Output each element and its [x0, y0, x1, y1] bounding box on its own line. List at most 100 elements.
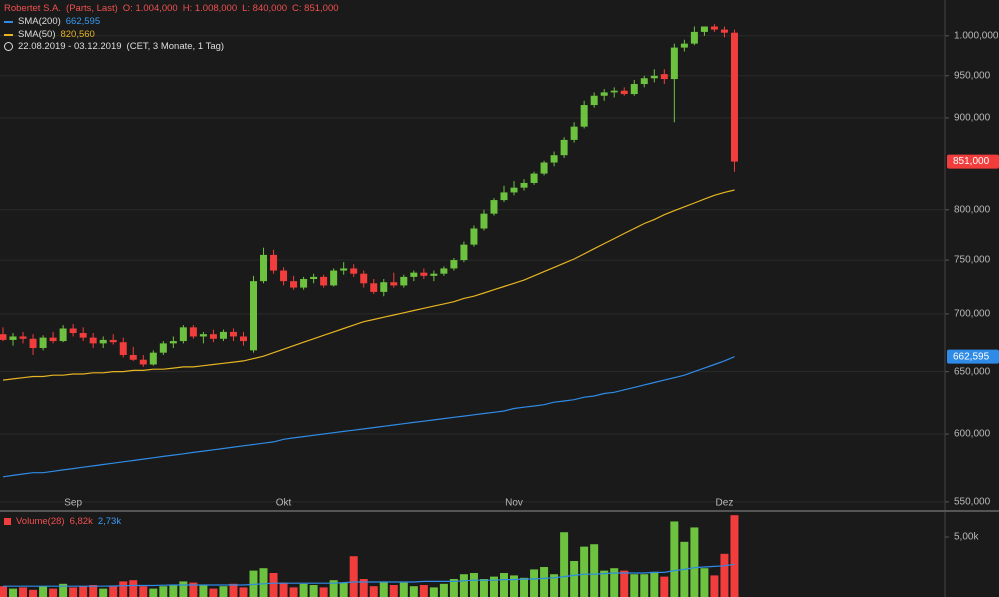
volume-bar	[179, 581, 188, 597]
volume-bar	[379, 581, 388, 597]
volume-bar	[349, 556, 358, 597]
volume-bar	[479, 579, 488, 597]
volume-bar	[439, 583, 448, 597]
candle-body	[229, 331, 237, 337]
y-tick-label: 950,000	[954, 70, 991, 81]
volume-bar	[469, 573, 478, 597]
volume-bar	[139, 586, 148, 597]
candle-body	[209, 334, 217, 339]
candle-body	[119, 342, 127, 356]
volume-bar	[39, 586, 48, 597]
legend-value: 662,595	[65, 16, 101, 27]
candle-body	[69, 328, 77, 334]
candle-body	[730, 32, 738, 162]
price-tag-label: 851,000	[953, 156, 990, 167]
volume-bar	[399, 582, 408, 597]
volume-bar	[329, 580, 338, 597]
x-tick-label: Nov	[505, 498, 523, 509]
volume-bar	[339, 582, 348, 597]
volume-bar	[109, 586, 118, 597]
candle-body	[79, 333, 87, 338]
candle-body	[560, 139, 568, 156]
candle-body	[169, 341, 177, 344]
candle-body	[500, 192, 508, 201]
volume-bar	[29, 589, 38, 597]
candle-body	[570, 126, 578, 140]
candle-body	[410, 272, 418, 277]
candle-body	[9, 336, 17, 340]
candle-body	[660, 74, 668, 80]
candle-body	[310, 276, 318, 280]
legend-value: 820,560	[60, 29, 95, 40]
volume-bar	[700, 568, 709, 597]
candle-body	[159, 343, 167, 353]
candle-body	[430, 273, 438, 276]
legend-label: SMA(200)	[18, 16, 61, 27]
volume-bar	[0, 586, 7, 597]
candle-body	[420, 272, 428, 276]
volume-bar	[169, 585, 178, 597]
line	[3, 563, 735, 587]
volume-bar	[610, 568, 619, 597]
volume-value: 6,82k	[69, 516, 93, 527]
candle-body	[480, 213, 488, 229]
y-tick-label: 900,000	[954, 113, 991, 124]
volume-bar	[650, 571, 659, 597]
volume-bar	[19, 587, 28, 597]
candle-body	[640, 78, 648, 85]
legend-range: 22.08.2019 - 03.12.2019 (CET, 3 Monate, …	[4, 41, 224, 52]
candle-body	[89, 337, 97, 344]
ohlc-low: L: 840,000	[242, 3, 288, 14]
volume-bar	[189, 582, 198, 597]
volume-bar	[199, 585, 208, 597]
candle-body	[670, 47, 678, 80]
legend-label: SMA(50)	[18, 29, 56, 40]
price-tag-label: 662,595	[953, 351, 990, 362]
candle-body	[29, 338, 37, 349]
candle-body	[59, 328, 67, 342]
y-tick-label: 5,00k	[954, 532, 979, 543]
candle-body	[380, 282, 388, 292]
candle-body	[700, 26, 708, 32]
volume-bar	[510, 575, 519, 597]
price-legend: Robertet S.A. (Parts, Last) O: 1.004,000…	[4, 3, 339, 14]
candle-body	[520, 182, 528, 188]
volume-bar	[419, 585, 428, 597]
x-tick-label: Dez	[716, 498, 734, 509]
volume-bar	[239, 587, 248, 597]
volume-bar	[690, 527, 699, 597]
line	[2, 189, 735, 381]
ohlc-high: H: 1.008,000	[182, 3, 238, 14]
y-tick-label: 550,000	[954, 497, 991, 508]
volume-bar	[89, 585, 98, 597]
candle-body	[99, 339, 107, 344]
candle-body	[189, 327, 197, 337]
candle-body	[630, 84, 638, 95]
volume-bar	[540, 567, 549, 597]
candle-body	[350, 268, 358, 274]
candle-body	[0, 334, 7, 340]
volume-bar	[670, 521, 679, 597]
candle-body	[590, 95, 598, 106]
candle-body	[199, 334, 207, 337]
volume-bar	[319, 587, 328, 597]
candle-body	[330, 270, 338, 286]
volume-bar	[209, 588, 218, 597]
volume-bar	[630, 574, 639, 597]
volume-bar	[99, 588, 108, 597]
volume-bar	[730, 515, 739, 597]
candle-body	[470, 228, 478, 245]
volume-bar	[710, 575, 719, 597]
candle-body	[710, 26, 718, 30]
volume-bar	[129, 580, 138, 597]
y-tick-label: 800,000	[954, 204, 991, 215]
candle-body	[340, 268, 348, 271]
candle-body	[680, 43, 688, 48]
candle-body	[179, 327, 187, 342]
candle-body	[49, 337, 57, 342]
period: (CET, 3 Monate, 1 Tag)	[126, 41, 225, 52]
volume-bar	[600, 570, 609, 597]
volume-bar	[500, 573, 508, 597]
